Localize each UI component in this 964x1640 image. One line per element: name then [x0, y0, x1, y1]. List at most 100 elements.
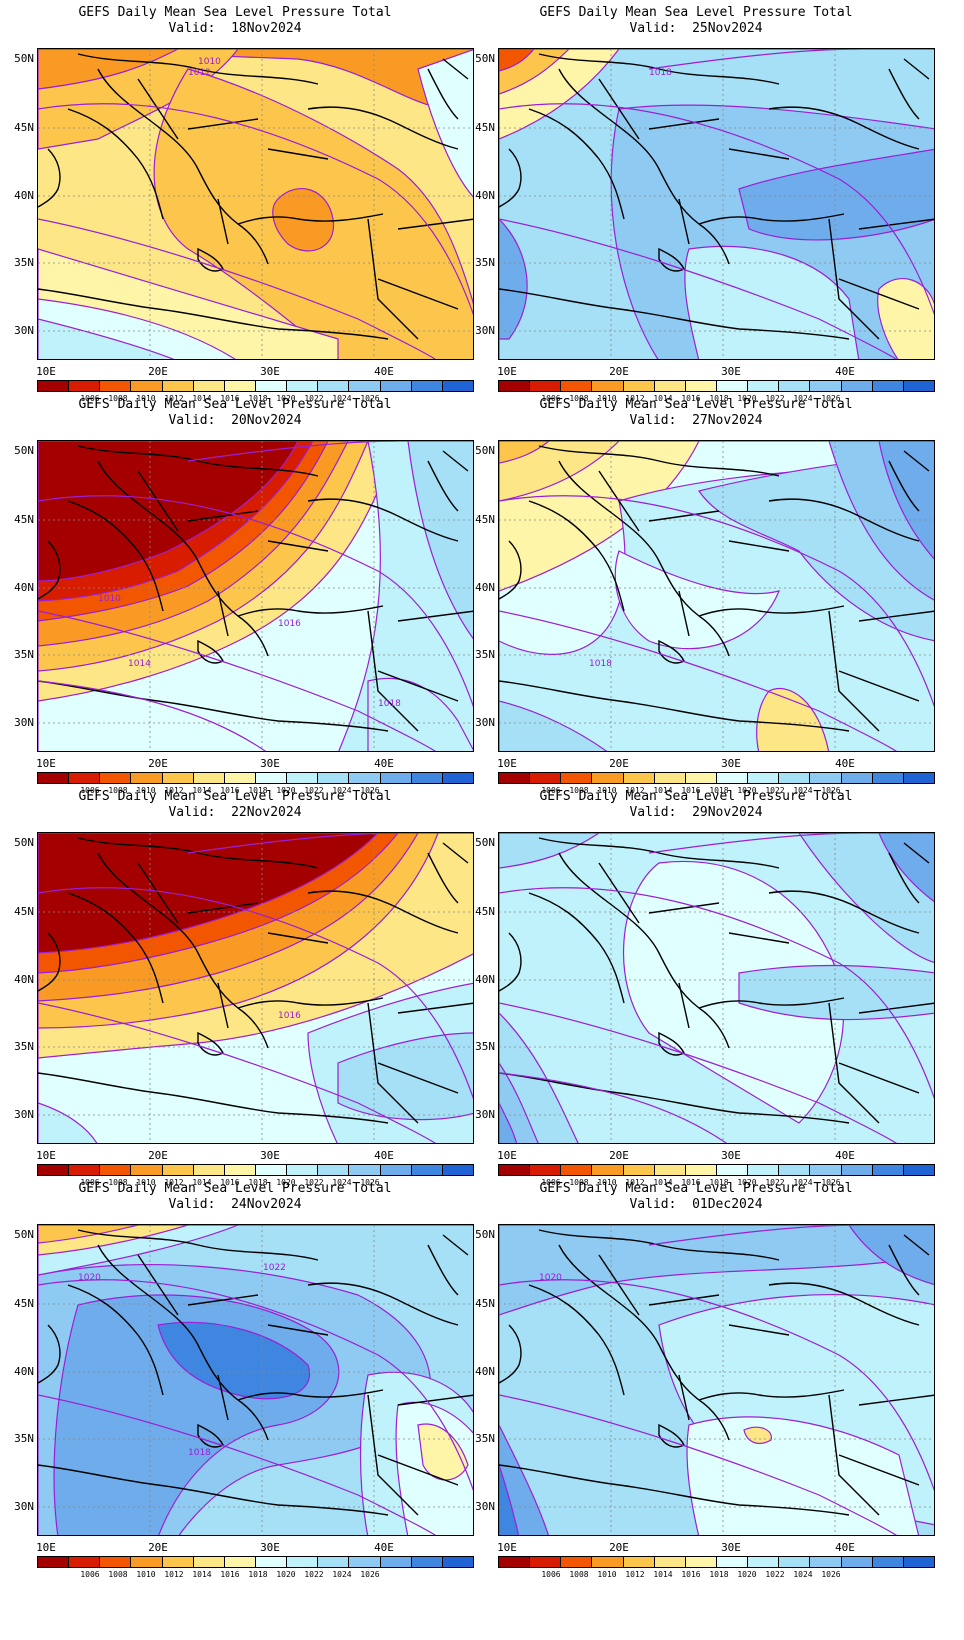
colorbar-label: 1020 [276, 786, 296, 795]
lon-label: 40E [374, 757, 394, 770]
colorbar-swatch [499, 1165, 531, 1175]
lat-label: 45N [475, 513, 495, 526]
lon-label: 40E [835, 365, 855, 378]
pressure-fill-region [38, 1225, 139, 1244]
colorbar-label: 1012 [625, 1570, 645, 1579]
colorbar-label: 1016 [220, 1178, 240, 1187]
colorbar-swatch [748, 381, 780, 391]
colorbar-label: 1006 [541, 786, 561, 795]
coastline [828, 610, 934, 732]
coastline [538, 445, 780, 477]
colorbar-label: 1022 [304, 1570, 324, 1579]
colorbar-label: 1022 [304, 394, 324, 403]
lat-label: 30N [475, 324, 495, 337]
colorbar-swatch [716, 773, 749, 783]
lon-label: 30E [260, 1149, 280, 1162]
colorbar-swatch [318, 1557, 350, 1567]
colorbar-swatch [592, 1557, 624, 1567]
coastline [237, 1389, 384, 1401]
colorbar [37, 380, 474, 392]
panel-title: GEFS Daily Mean Sea Level Pressure Total [78, 1181, 392, 1196]
colorbar-label: 1016 [681, 394, 701, 403]
contour-label: 1018 [589, 659, 612, 669]
panel-title: GEFS Daily Mean Sea Level Pressure Total [539, 397, 853, 412]
lat-label: 50N [475, 1228, 495, 1241]
colorbar-swatch [193, 1165, 225, 1175]
colorbar-swatch [38, 381, 70, 391]
pressure-map: 1010 1014 1016 1018 [37, 440, 474, 752]
coastline [307, 106, 459, 150]
isobar [648, 833, 860, 854]
lat-label: 50N [14, 52, 34, 65]
isobar [499, 218, 898, 359]
coastline [38, 148, 61, 208]
contour-label: 1010 [98, 594, 121, 604]
pressure-fill-region [38, 1102, 98, 1143]
colorbar-label: 1020 [276, 1570, 296, 1579]
lat-label: 45N [475, 905, 495, 918]
lon-label: 10E [36, 1541, 56, 1554]
colorbar-swatch [530, 1557, 562, 1567]
colorbar-swatch [623, 381, 655, 391]
colorbar-swatch [592, 381, 624, 391]
colorbar-swatch [38, 1557, 70, 1567]
colorbar-swatch [685, 773, 717, 783]
lon-label: 20E [609, 1541, 629, 1554]
coastline [888, 450, 930, 512]
colorbar-swatch [193, 381, 225, 391]
colorbar-swatch [255, 1557, 288, 1567]
lon-label: 30E [721, 1541, 741, 1554]
map-panel-p24nov: GEFS Daily Mean Sea Level Pressure Total… [0, 1176, 474, 1586]
colorbar-label: 1010 [136, 786, 156, 795]
colorbar-label: 1014 [653, 1570, 673, 1579]
lon-label: 30E [721, 365, 741, 378]
colorbar-swatch [685, 1165, 717, 1175]
lat-label: 45N [475, 121, 495, 134]
contour-label: 1012 [188, 68, 211, 78]
colorbar-label: 1006 [80, 1570, 100, 1579]
coastline [67, 892, 164, 1004]
colorbar-swatch [779, 773, 811, 783]
colorbar [498, 1556, 935, 1568]
panel-valid-date: Valid: 27Nov2024 [629, 413, 763, 428]
coastline [528, 892, 625, 1004]
coastline [698, 605, 845, 617]
pressure-map: 1016 [37, 832, 474, 1144]
colorbar-label: 1026 [360, 1178, 380, 1187]
colorbar-label: 1008 [108, 1570, 128, 1579]
contour-label: 1014 [128, 659, 151, 669]
colorbar-label: 1018 [709, 1570, 729, 1579]
colorbar-swatch [872, 773, 904, 783]
colorbar-swatch [224, 1557, 256, 1567]
colorbar-label: 1010 [136, 1570, 156, 1579]
lon-label: 20E [609, 757, 629, 770]
colorbar-swatch [685, 381, 717, 391]
coastline [768, 890, 920, 934]
colorbar-label: 1014 [192, 1570, 212, 1579]
colorbar-swatch [716, 1165, 749, 1175]
colorbar-label: 1026 [360, 786, 380, 795]
colorbar-swatch [561, 773, 593, 783]
panel-title: GEFS Daily Mean Sea Level Pressure Total [539, 1181, 853, 1196]
colorbar-label: 1024 [793, 394, 813, 403]
lat-label: 45N [14, 121, 34, 134]
isobar [187, 833, 399, 854]
colorbar-swatch [162, 773, 194, 783]
colorbar-swatch [287, 1165, 319, 1175]
lat-label: 30N [14, 324, 34, 337]
panel-title: GEFS Daily Mean Sea Level Pressure Total [539, 789, 853, 804]
coastline [367, 1394, 473, 1516]
colorbar [37, 1556, 474, 1568]
coastline [598, 78, 790, 245]
colorbar-swatch [69, 773, 101, 783]
colorbar-label: 1024 [332, 786, 352, 795]
colorbar-swatch [255, 1165, 288, 1175]
colorbar-swatch [193, 1557, 225, 1567]
coastline [38, 1464, 389, 1516]
colorbar-swatch [841, 1557, 873, 1567]
coastline [77, 1229, 319, 1261]
colorbar-label: 1012 [164, 1178, 184, 1187]
isobar [648, 1225, 860, 1246]
lat-label: 35N [14, 1040, 34, 1053]
colorbar [37, 1164, 474, 1176]
